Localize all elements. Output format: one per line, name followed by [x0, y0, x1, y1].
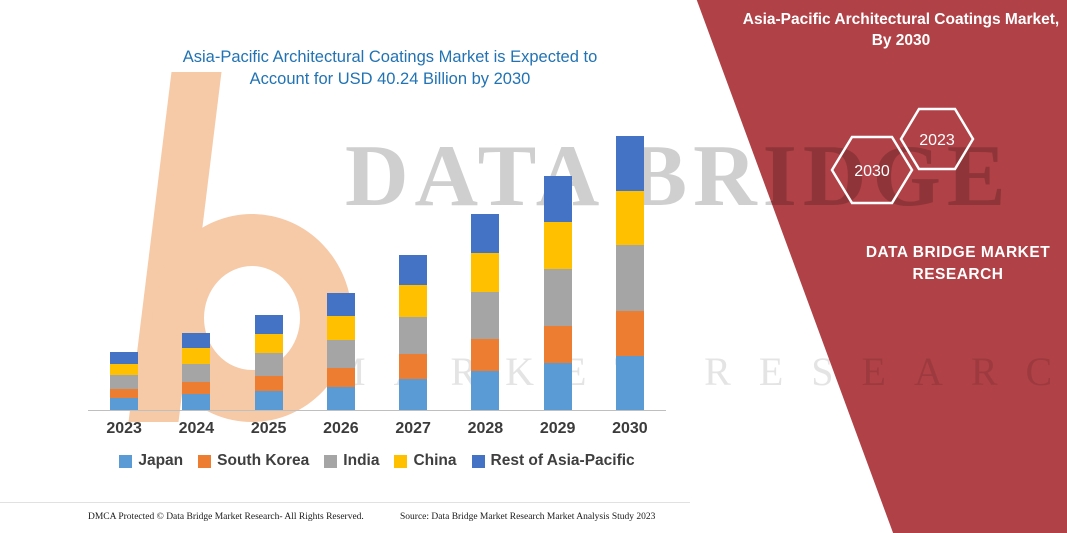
- x-axis-label-2023: 2023: [106, 420, 142, 437]
- bar-segment-south-korea: [182, 382, 211, 395]
- bar-segment-rest-of-asia-pacific: [399, 254, 428, 286]
- x-axis-label-2024: 2024: [178, 420, 215, 437]
- banner-title: Asia-Pacific Architectural Coatings Mark…: [742, 11, 1060, 49]
- legend-swatch-icon: [471, 454, 485, 468]
- legend-swatch-icon: [198, 454, 212, 468]
- hexagon-2030-icon: [830, 135, 914, 205]
- bar-segment-india: [471, 292, 500, 340]
- bar-segment-rest-of-asia-pacific: [471, 213, 500, 253]
- bar-segment-japan: [182, 394, 211, 410]
- stacked-bar: [543, 175, 572, 410]
- legend-label: South Korea: [217, 452, 310, 469]
- chart-title: Asia-Pacific Architectural Coatings Mark…: [182, 48, 598, 89]
- year-hexagons: 2030 2023: [830, 107, 975, 205]
- bar-segment-india: [615, 245, 644, 312]
- stacked-bar: [182, 332, 211, 410]
- hexagon-2030-label: 2030: [854, 163, 890, 180]
- stacked-bar-plot: [88, 132, 666, 411]
- bar-segment-japan: [471, 370, 500, 410]
- bar-segment-china: [254, 333, 283, 353]
- bar-segment-china: [110, 363, 139, 376]
- legend-label: Japan: [138, 452, 184, 469]
- bar-segment-china: [471, 252, 500, 293]
- bar-segment-india: [254, 352, 283, 376]
- bar-segment-south-korea: [326, 367, 355, 387]
- legend-item-japan: Japan: [119, 452, 183, 470]
- footer-divider: [0, 502, 690, 503]
- bar-column-2023: [88, 132, 160, 410]
- legend-item-china: China: [394, 452, 457, 470]
- bar-segment-south-korea: [543, 325, 572, 363]
- bar-segment-japan: [110, 398, 139, 410]
- legend-item-south-korea: South Korea: [198, 452, 309, 470]
- x-axis-label-2025: 2025: [250, 420, 287, 437]
- bar-segment-japan: [399, 378, 428, 410]
- stacked-bar: [399, 254, 428, 410]
- bar-segment-japan: [543, 363, 572, 410]
- bar-segment-south-korea: [471, 339, 500, 371]
- bar-segment-south-korea: [399, 354, 428, 379]
- x-axis-label-2026: 2026: [323, 420, 359, 437]
- bar-segment-india: [543, 269, 572, 326]
- legend-item-india: India: [324, 452, 379, 470]
- x-axis-label-2029: 2029: [539, 420, 576, 437]
- bar-segment-india: [399, 316, 428, 355]
- bar-segment-rest-of-asia-pacific: [326, 292, 355, 317]
- bar-segment-india: [110, 375, 139, 389]
- footer-copyright: DMCA Protected © Data Bridge Market Rese…: [88, 512, 364, 522]
- stacked-bar: [326, 292, 355, 410]
- brand-name: DATA BRIDGE MARKET RESEARCH: [865, 244, 1051, 284]
- legend-swatch-icon: [119, 454, 133, 468]
- chart-legend: Japan South Korea India China Rest of Asia-P…: [70, 452, 684, 470]
- bar-segment-south-korea: [615, 311, 644, 356]
- legend-item-rest-of-asia-pacific: Rest of Asia-Pacific: [471, 452, 635, 470]
- bar-column-2029: [522, 132, 594, 410]
- legend-label: India: [343, 452, 380, 469]
- bar-segment-china: [326, 316, 355, 340]
- bar-segment-rest-of-asia-pacific: [543, 175, 572, 222]
- bar-segment-rest-of-asia-pacific: [110, 352, 139, 364]
- x-axis-label-2027: 2027: [395, 420, 431, 437]
- bar-segment-china: [615, 190, 644, 246]
- bar-segment-india: [182, 363, 211, 383]
- bar-segment-south-korea: [254, 375, 283, 391]
- legend-swatch-icon: [394, 454, 408, 468]
- hexagon-2023-icon: [899, 107, 975, 171]
- bar-segment-japan: [254, 390, 283, 410]
- legend-label: Rest of Asia-Pacific: [490, 452, 635, 469]
- footer-source: Source: Data Bridge Market Research Mark…: [400, 512, 656, 522]
- bar-segment-rest-of-asia-pacific: [615, 136, 644, 191]
- hexagon-2023-label: 2023: [919, 132, 955, 149]
- bar-column-2030: [594, 132, 666, 410]
- x-axis-label-2030: 2030: [612, 420, 648, 437]
- stacked-bar: [471, 213, 500, 410]
- bar-column-2025: [233, 132, 305, 410]
- bar-segment-china: [543, 222, 572, 269]
- bar-segment-india: [326, 339, 355, 368]
- stacked-bar: [615, 136, 644, 410]
- bar-column-2024: [160, 132, 232, 410]
- bar-segment-japan: [326, 386, 355, 410]
- bar-segment-south-korea: [110, 388, 139, 399]
- bar-column-2026: [305, 132, 377, 410]
- bar-segment-china: [182, 347, 211, 364]
- legend-swatch-icon: [324, 454, 338, 468]
- x-axis-label-2028: 2028: [467, 420, 504, 437]
- legend-label: China: [413, 452, 457, 469]
- stacked-bar: [110, 352, 139, 410]
- bar-segment-rest-of-asia-pacific: [182, 332, 211, 348]
- bar-segment-rest-of-asia-pacific: [254, 314, 283, 334]
- bar-segment-japan: [615, 355, 644, 410]
- bar-column-2028: [449, 132, 521, 410]
- bar-segment-china: [399, 285, 428, 317]
- x-axis-labels: 2023 2024 2025 2026 2027 2028 2029 2030: [88, 420, 666, 438]
- bar-column-2027: [377, 132, 449, 410]
- watermark-text-secondary: MARKET RESEARCH: [330, 349, 1067, 394]
- stacked-bar: [254, 314, 283, 410]
